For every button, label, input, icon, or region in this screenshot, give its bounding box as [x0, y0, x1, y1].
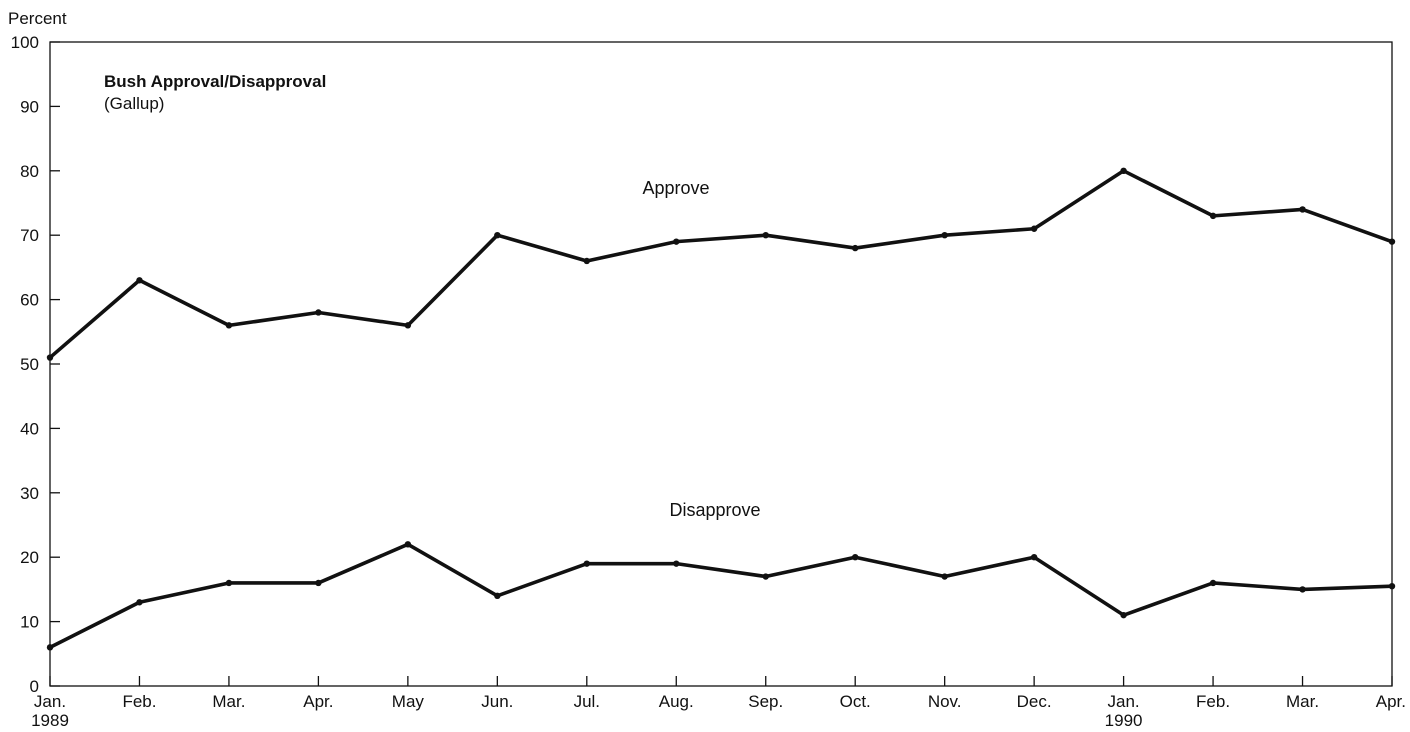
x-tick-label-14: Mar. — [1286, 692, 1319, 711]
x-tick-label-10: Nov. — [928, 692, 962, 711]
x-tick-label-12: Jan. 1990 — [1105, 692, 1143, 730]
y-tick-label-20: 20 — [20, 548, 39, 567]
data-point-disapprove-15 — [1388, 582, 1396, 590]
data-point-disapprove-10 — [941, 573, 948, 580]
data-point-approve-2 — [225, 322, 233, 329]
x-tick-label-1: Feb. — [122, 692, 156, 711]
y-tick-label-100: 100 — [11, 33, 39, 52]
data-point-disapprove-14 — [1299, 586, 1306, 593]
y-axis-title: Percent — [8, 9, 67, 28]
data-point-disapprove-1 — [136, 599, 143, 606]
data-point-approve-1 — [136, 277, 143, 284]
data-point-approve-3 — [315, 309, 322, 316]
data-point-approve-13 — [1209, 212, 1217, 220]
data-point-approve-7 — [673, 238, 680, 245]
series-label-approve: Approve — [642, 178, 709, 198]
x-tick-label-4: May — [392, 692, 425, 711]
data-point-disapprove-3 — [315, 579, 322, 587]
data-point-approve-12 — [1120, 167, 1127, 174]
data-point-disapprove-0 — [46, 644, 54, 651]
series-disapprove — [46, 541, 1396, 651]
x-tick-label-6: Jul. — [574, 692, 600, 711]
x-tick-label-13: Feb. — [1196, 692, 1230, 711]
data-point-approve-14 — [1299, 206, 1306, 213]
y-tick-label-30: 30 — [20, 484, 39, 503]
x-tick-label-8: Sep. — [748, 692, 783, 711]
series-line-approve — [48, 169, 1394, 360]
y-axis: 0 10 20 30 40 50 60 70 80 90 100 — [11, 33, 60, 696]
y-tick-label-70: 70 — [20, 226, 39, 245]
data-point-approve-8 — [762, 232, 769, 239]
data-point-disapprove-6 — [583, 560, 590, 567]
data-point-disapprove-12 — [1120, 611, 1127, 619]
x-tick-label-5: Jun. — [481, 692, 513, 711]
data-point-approve-11 — [1030, 225, 1038, 232]
x-tick-label-15: Apr. — [1376, 692, 1406, 711]
data-point-approve-5 — [494, 232, 501, 239]
data-point-disapprove-11 — [1030, 554, 1038, 561]
data-point-disapprove-2 — [225, 579, 233, 587]
series-approve — [46, 167, 1396, 361]
data-point-disapprove-4 — [404, 541, 412, 548]
y-tick-label-40: 40 — [20, 419, 39, 438]
x-tick-label-3: Apr. — [303, 692, 333, 711]
data-point-disapprove-7 — [673, 560, 680, 567]
data-point-approve-0 — [46, 354, 54, 361]
series-label-disapprove: Disapprove — [669, 500, 760, 520]
series-line-disapprove — [48, 542, 1394, 650]
chart-subtitle: (Gallup) — [104, 94, 164, 113]
data-point-disapprove-13 — [1209, 579, 1217, 587]
data-point-disapprove-9 — [852, 554, 859, 561]
y-tick-label-10: 10 — [20, 613, 39, 632]
y-tick-label-80: 80 — [20, 162, 39, 181]
data-point-approve-10 — [941, 232, 948, 239]
y-tick-label-50: 50 — [20, 355, 39, 374]
y-tick-label-60: 60 — [20, 291, 39, 310]
x-tick-label-2: Mar. — [212, 692, 245, 711]
data-point-approve-4 — [404, 322, 412, 329]
y-tick-label-90: 90 — [20, 97, 39, 116]
x-axis: Jan. 1989 Feb. Mar. Apr. May Jun. Jul. Aug. Sep. O… — [31, 676, 1406, 730]
x-tick-label-7: Aug. — [659, 692, 694, 711]
x-tick-label-9: Oct. — [840, 692, 871, 711]
chart-title: Bush Approval/Disapproval — [104, 72, 326, 91]
data-point-approve-6 — [583, 257, 590, 265]
data-point-approve-15 — [1388, 238, 1396, 245]
x-tick-label-11: Dec. — [1017, 692, 1052, 711]
data-point-approve-9 — [852, 244, 859, 252]
data-point-disapprove-8 — [762, 573, 769, 580]
x-tick-label-0: Jan. 1989 — [31, 692, 69, 730]
data-point-disapprove-5 — [494, 592, 501, 600]
y-tick-label-0: 0 — [30, 677, 39, 696]
